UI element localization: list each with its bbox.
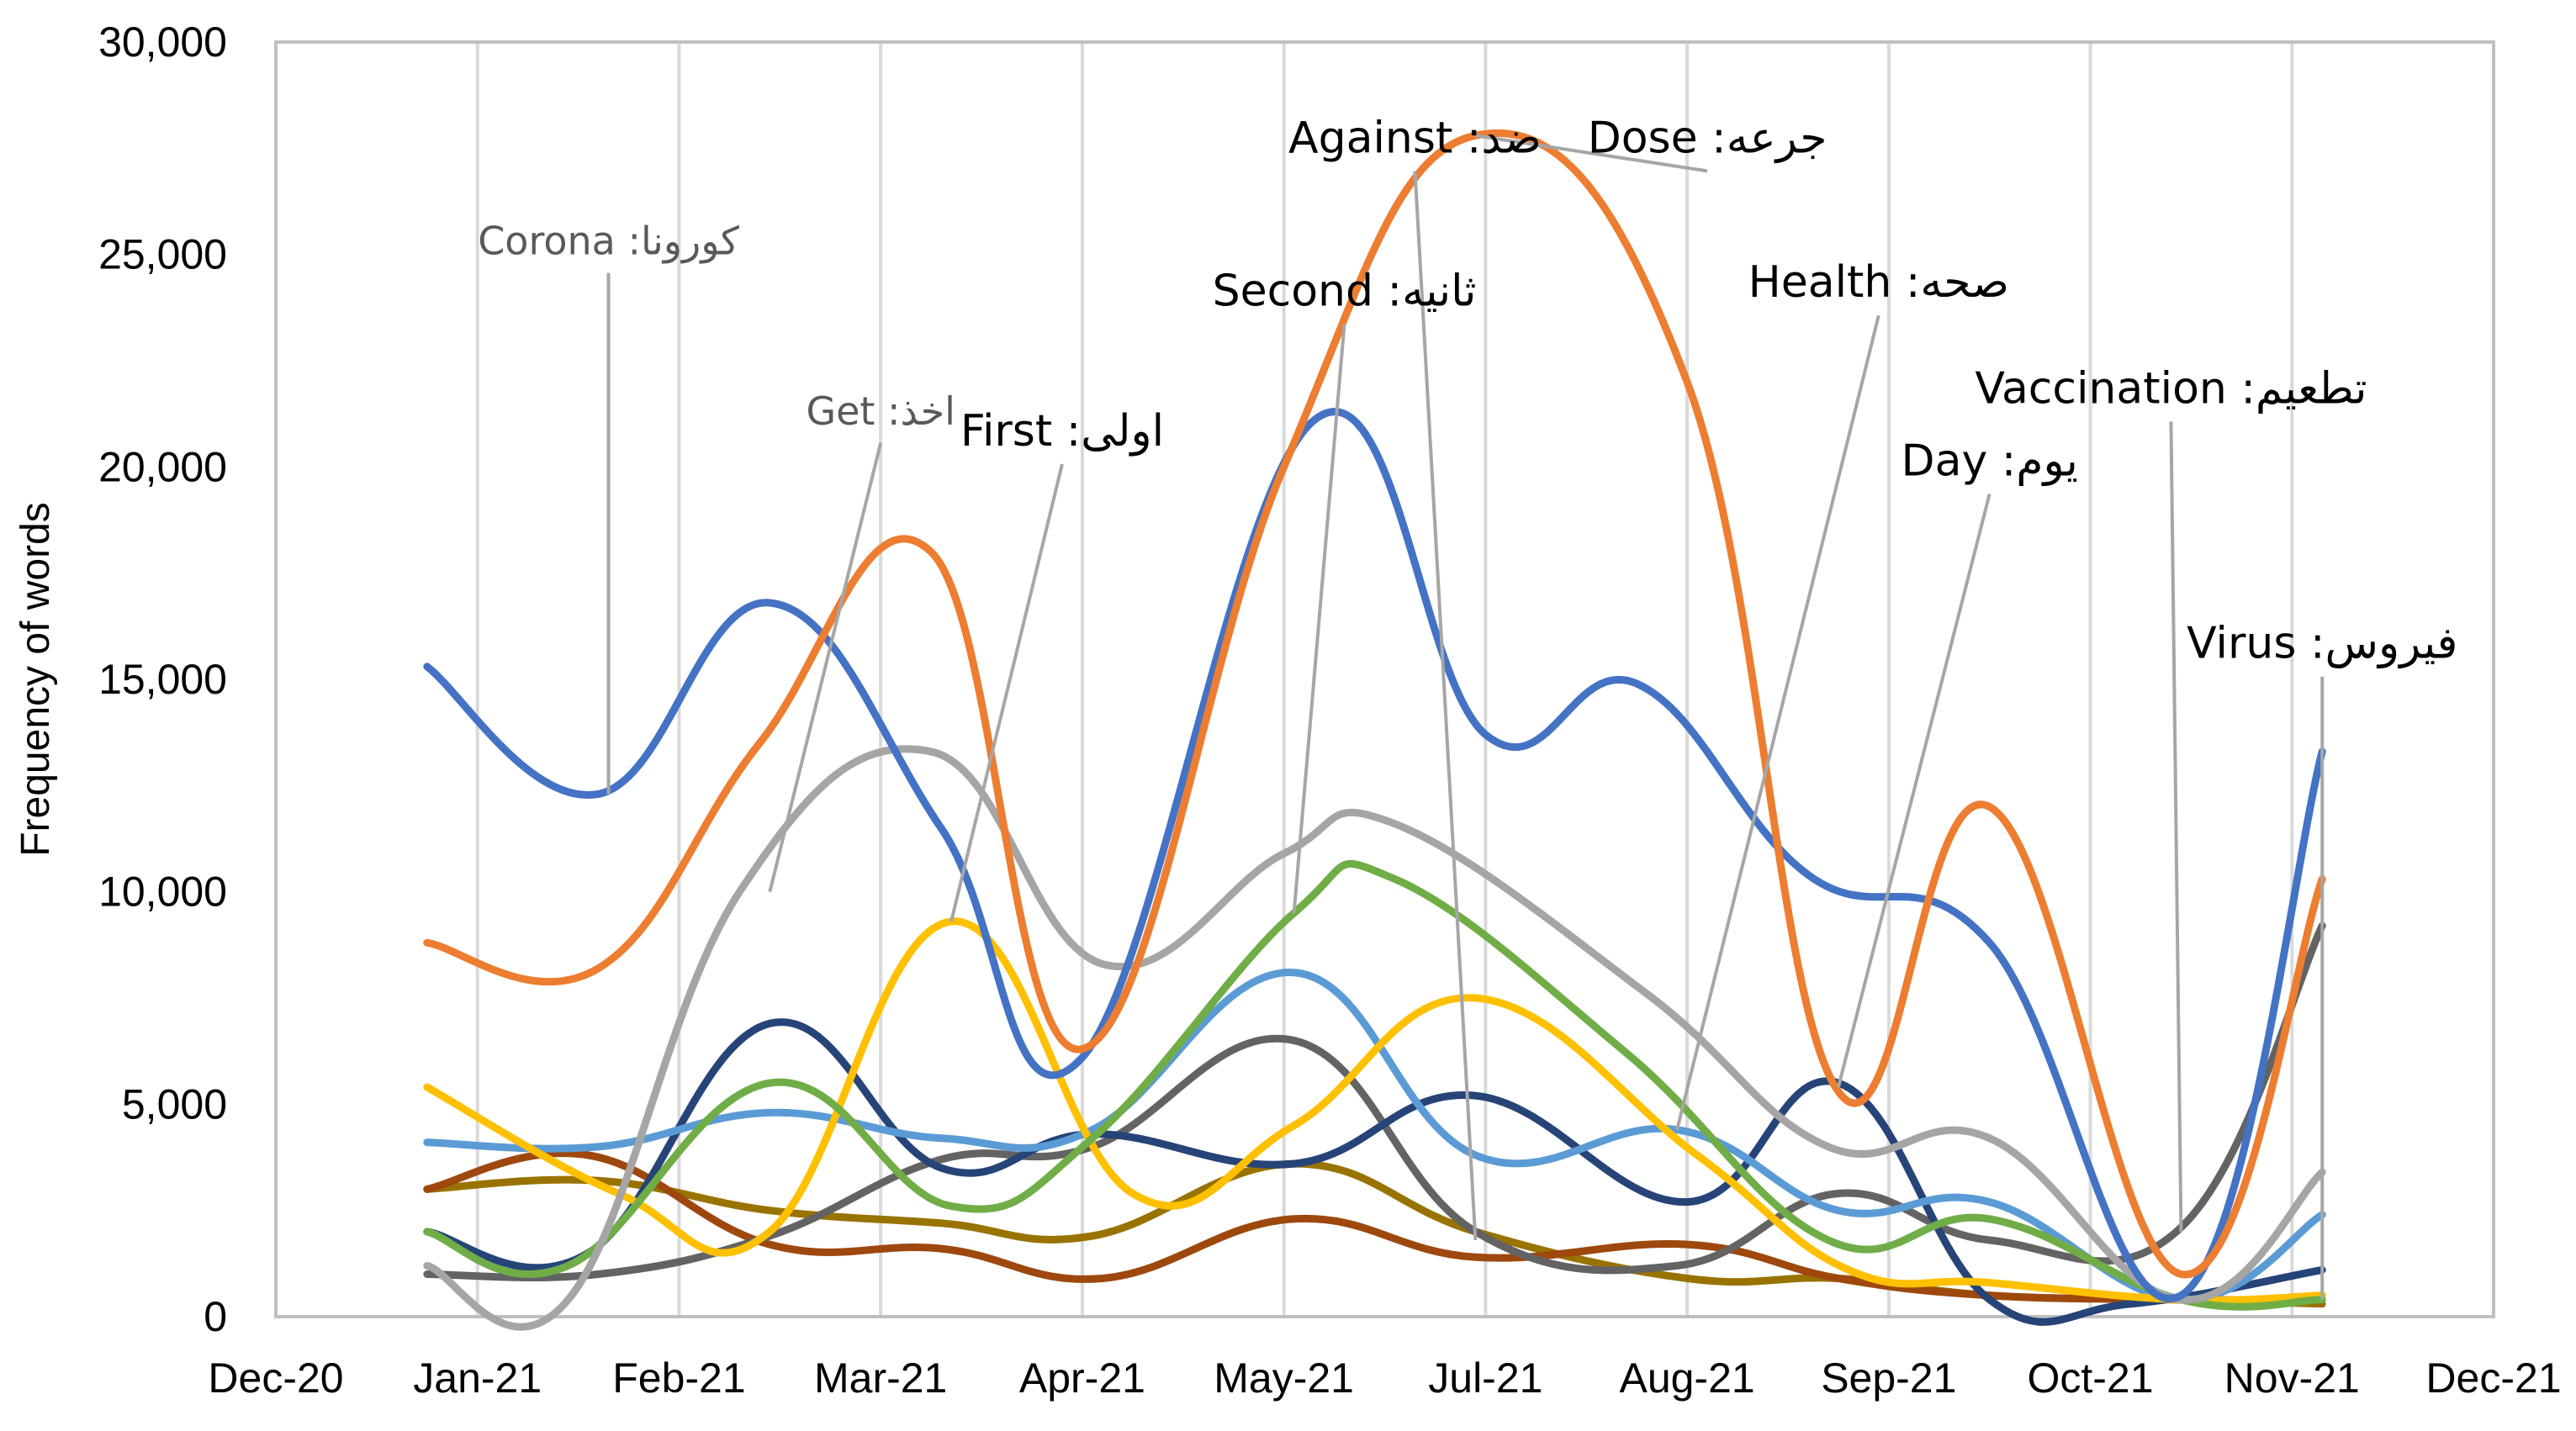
annotation-vaccination: Vaccination :تطعيم [1975, 364, 2367, 415]
annotation-get: Get :اخذ [806, 388, 955, 434]
annotation-against: Against :ضد [1288, 113, 1542, 163]
series-line-day [423, 1018, 2326, 1326]
x-axis-tick-labels: Dec-20 Jan-21 Feb-21 Mar-21 Apr-21 May-21 Jul-… [208, 1354, 2561, 1402]
y-tick-label: 0 [204, 1293, 227, 1340]
x-tick-label: Jan-21 [413, 1354, 542, 1402]
series-line-first [423, 917, 2326, 1305]
y-tick-label: 25,000 [98, 231, 227, 278]
y-tick-label: 20,000 [98, 443, 227, 490]
y-tick-label: 30,000 [98, 18, 227, 66]
series-line-corona [423, 408, 2326, 1302]
x-tick-label: Nov-21 [2224, 1354, 2360, 1402]
gridlines [475, 42, 2294, 1317]
x-tick-label: Oct-21 [2028, 1354, 2154, 1402]
series-line-get [423, 745, 2326, 1331]
x-tick-label: May-21 [1214, 1354, 1354, 1402]
annotation-virus: Virus :فيروس [2187, 619, 2457, 669]
annotation-second: Second :ثانيه [1213, 266, 1477, 316]
annotation-dose: Dose :جرعه [1588, 113, 1828, 163]
x-tick-label: Apr-21 [1019, 1354, 1145, 1402]
leader-line-against [1413, 171, 1478, 1241]
x-tick-label: Dec-21 [2425, 1354, 2561, 1402]
y-tick-label: 15,000 [98, 656, 227, 703]
series-line-against [423, 1149, 2326, 1304]
y-axis-tick-labels: 0 5,000 10,000 15,000 20,000 25,000 30,000 [98, 18, 227, 1340]
annotation-leader-lines [606, 134, 2325, 1300]
y-axis-title: Frequency of words [13, 502, 58, 857]
x-tick-label: Mar-21 [814, 1354, 947, 1402]
series-line-dose [423, 129, 2326, 1279]
annotation-health: Health :صحه [1748, 257, 2009, 308]
y-tick-label: 5,000 [122, 1080, 227, 1127]
leader-line-first [949, 463, 1064, 922]
y-tick-label: 10,000 [98, 869, 227, 916]
x-tick-label: Dec-20 [208, 1354, 343, 1402]
leader-line-dose [1475, 134, 1708, 173]
x-tick-label: Jul-21 [1428, 1354, 1542, 1402]
annotation-corona: Corona :كورونا [478, 219, 739, 265]
x-tick-label: Aug-21 [1619, 1354, 1754, 1402]
leader-line-second [1292, 324, 1346, 914]
leader-line-day [1836, 493, 1992, 1088]
leader-line-get [768, 442, 883, 893]
series-line-second [423, 859, 2326, 1311]
x-tick-label: Sep-21 [1821, 1354, 1956, 1402]
plot-area-frame [274, 40, 2495, 1318]
series-line-health [423, 969, 2326, 1304]
series-lines [423, 129, 2326, 1331]
annotation-first: First :اولى [960, 406, 1164, 457]
annotation-day: Day :يوم [1902, 436, 2078, 486]
annotation-labels: Corona :كورونا Get :اخذ First :اولى Second … [478, 113, 2457, 668]
leader-line-vaccination [2169, 421, 2183, 1232]
leader-line-health [1675, 314, 1880, 1131]
x-tick-label: Feb-21 [612, 1354, 745, 1402]
